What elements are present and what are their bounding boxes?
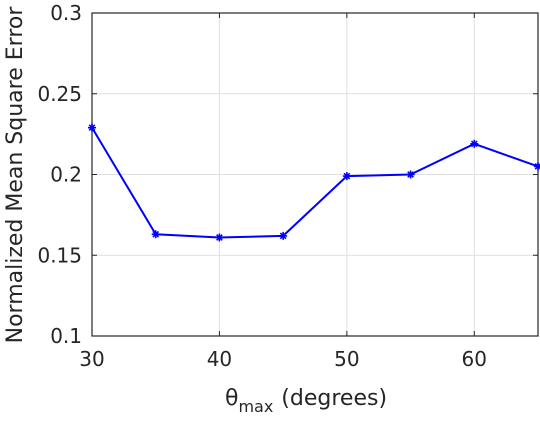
marker-stroke (343, 172, 351, 180)
y-tick-label: 0.3 (50, 1, 82, 25)
x-tick-labels: 30 40 50 60 (79, 347, 487, 371)
x-axis-label-unit: (degrees) (281, 386, 387, 411)
x-tick-label: 40 (207, 347, 232, 371)
series-layer (88, 123, 540, 242)
series-line (91, 127, 539, 239)
data-point-marker (88, 123, 96, 132)
data-point-marker (534, 162, 540, 171)
marker-stroke (470, 140, 478, 148)
axis-ticks (91, 12, 538, 337)
data-point-marker (470, 139, 479, 148)
data-point-marker (215, 233, 224, 242)
marker-stroke (152, 230, 160, 238)
data-point-marker (342, 172, 351, 181)
marker-stroke (216, 234, 223, 241)
marker-stroke (279, 232, 287, 240)
x-axis-label: θmax (degrees) (225, 386, 387, 416)
grid-lines (91, 12, 538, 337)
x-axis-label-subscript: max (238, 397, 273, 416)
x-tick-label: 50 (334, 347, 359, 371)
x-tick-label: 60 (462, 347, 487, 371)
data-point-marker (151, 230, 160, 239)
y-tick-label: 0.15 (37, 243, 82, 267)
x-axis-label-symbol: θ (225, 386, 238, 411)
x-tick-label: 30 (79, 347, 104, 371)
marker-stroke (88, 124, 96, 132)
y-tick-label: 0.2 (50, 163, 82, 187)
data-point-marker (406, 170, 415, 179)
marker-stroke (407, 171, 414, 178)
y-tick-label: 0.1 (50, 324, 82, 348)
y-axis-label: Normalized Mean Square Error (3, 6, 28, 344)
y-tick-label: 0.25 (37, 82, 82, 106)
data-point-marker (279, 231, 288, 240)
y-tick-labels: 0.1 0.15 0.2 0.25 0.3 (37, 1, 82, 348)
